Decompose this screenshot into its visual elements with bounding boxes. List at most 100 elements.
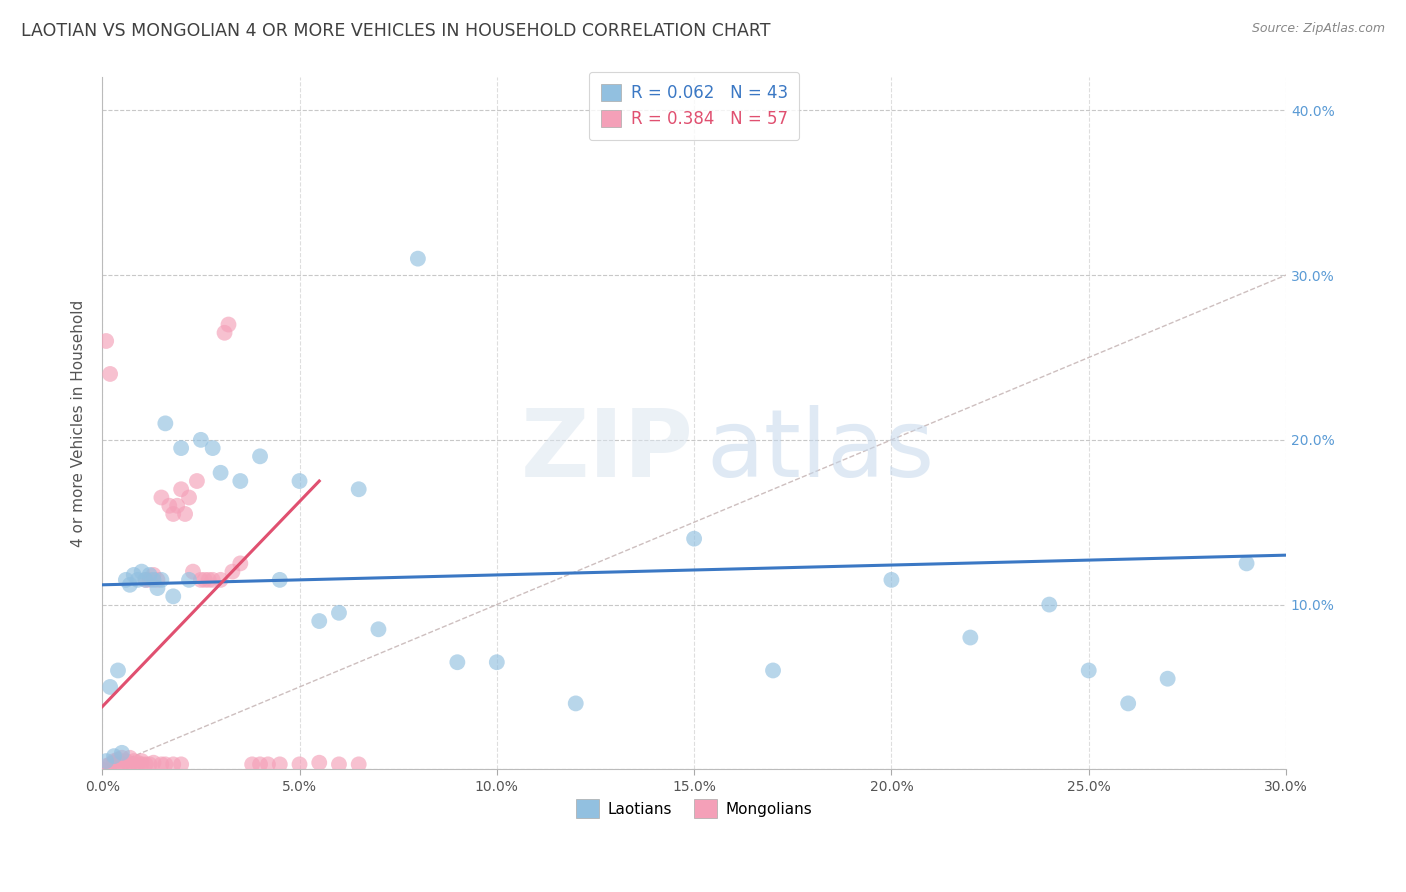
Point bbox=[142, 573, 165, 587]
Point bbox=[111, 757, 134, 772]
Point bbox=[135, 757, 157, 772]
Point bbox=[157, 499, 180, 513]
Point bbox=[229, 557, 252, 571]
Point bbox=[190, 573, 212, 587]
Point bbox=[107, 757, 129, 772]
Point bbox=[170, 757, 193, 772]
Point bbox=[131, 565, 153, 579]
Point bbox=[683, 532, 706, 546]
Point bbox=[221, 565, 243, 579]
Point bbox=[96, 759, 118, 773]
Point bbox=[1116, 697, 1139, 711]
Point bbox=[194, 573, 217, 587]
Point bbox=[138, 568, 160, 582]
Point bbox=[288, 757, 311, 772]
Point bbox=[138, 573, 160, 587]
Point bbox=[155, 417, 177, 431]
Text: ZIP: ZIP bbox=[522, 405, 695, 497]
Point bbox=[197, 573, 219, 587]
Point bbox=[564, 697, 586, 711]
Point bbox=[1156, 672, 1178, 686]
Point bbox=[135, 573, 157, 587]
Point bbox=[91, 762, 114, 776]
Point bbox=[96, 334, 118, 348]
Point bbox=[170, 483, 193, 497]
Point bbox=[150, 757, 173, 772]
Point bbox=[214, 326, 236, 340]
Point bbox=[115, 573, 138, 587]
Legend: Laotians, Mongolians: Laotians, Mongolians bbox=[571, 793, 818, 824]
Point bbox=[347, 757, 370, 772]
Point bbox=[131, 754, 153, 768]
Point bbox=[367, 622, 389, 636]
Point bbox=[240, 757, 263, 772]
Point bbox=[177, 491, 200, 505]
Point bbox=[103, 756, 125, 770]
Point bbox=[127, 756, 149, 770]
Point bbox=[162, 757, 184, 772]
Point bbox=[107, 664, 129, 678]
Point bbox=[190, 433, 212, 447]
Text: LAOTIAN VS MONGOLIAN 4 OR MORE VEHICLES IN HOUSEHOLD CORRELATION CHART: LAOTIAN VS MONGOLIAN 4 OR MORE VEHICLES … bbox=[21, 22, 770, 40]
Text: atlas: atlas bbox=[706, 405, 934, 497]
Y-axis label: 4 or more Vehicles in Household: 4 or more Vehicles in Household bbox=[72, 300, 86, 547]
Point bbox=[142, 756, 165, 770]
Point bbox=[150, 491, 173, 505]
Point bbox=[111, 751, 134, 765]
Point bbox=[229, 474, 252, 488]
Point bbox=[880, 573, 903, 587]
Point bbox=[181, 565, 204, 579]
Point bbox=[115, 754, 138, 768]
Point bbox=[115, 757, 138, 772]
Point bbox=[122, 757, 145, 772]
Point bbox=[122, 568, 145, 582]
Point bbox=[103, 749, 125, 764]
Point bbox=[328, 757, 350, 772]
Point bbox=[959, 631, 981, 645]
Point bbox=[762, 664, 785, 678]
Point bbox=[107, 752, 129, 766]
Point bbox=[103, 754, 125, 768]
Point bbox=[174, 507, 197, 521]
Point bbox=[209, 573, 232, 587]
Point bbox=[201, 573, 224, 587]
Point bbox=[150, 573, 173, 587]
Point bbox=[257, 757, 280, 772]
Point bbox=[249, 757, 271, 772]
Point bbox=[249, 450, 271, 464]
Point bbox=[288, 474, 311, 488]
Point bbox=[347, 483, 370, 497]
Point bbox=[1236, 557, 1258, 571]
Point bbox=[406, 252, 429, 266]
Point bbox=[98, 680, 121, 694]
Point bbox=[127, 573, 149, 587]
Point bbox=[96, 754, 118, 768]
Point bbox=[170, 441, 193, 455]
Point bbox=[308, 614, 330, 628]
Point bbox=[328, 606, 350, 620]
Point bbox=[155, 757, 177, 772]
Point bbox=[201, 441, 224, 455]
Point bbox=[146, 581, 169, 595]
Point bbox=[98, 367, 121, 381]
Point bbox=[218, 318, 240, 332]
Point bbox=[177, 573, 200, 587]
Point bbox=[98, 757, 121, 772]
Point bbox=[186, 474, 208, 488]
Point bbox=[485, 655, 508, 669]
Point bbox=[131, 757, 153, 772]
Point bbox=[1077, 664, 1099, 678]
Point bbox=[118, 751, 141, 765]
Point bbox=[122, 754, 145, 768]
Point bbox=[446, 655, 468, 669]
Point bbox=[162, 590, 184, 604]
Point bbox=[166, 499, 188, 513]
Point bbox=[1038, 598, 1060, 612]
Point bbox=[269, 757, 291, 772]
Point bbox=[118, 757, 141, 772]
Point bbox=[111, 746, 134, 760]
Point bbox=[142, 568, 165, 582]
Text: Source: ZipAtlas.com: Source: ZipAtlas.com bbox=[1251, 22, 1385, 36]
Point bbox=[209, 466, 232, 480]
Point bbox=[135, 573, 157, 587]
